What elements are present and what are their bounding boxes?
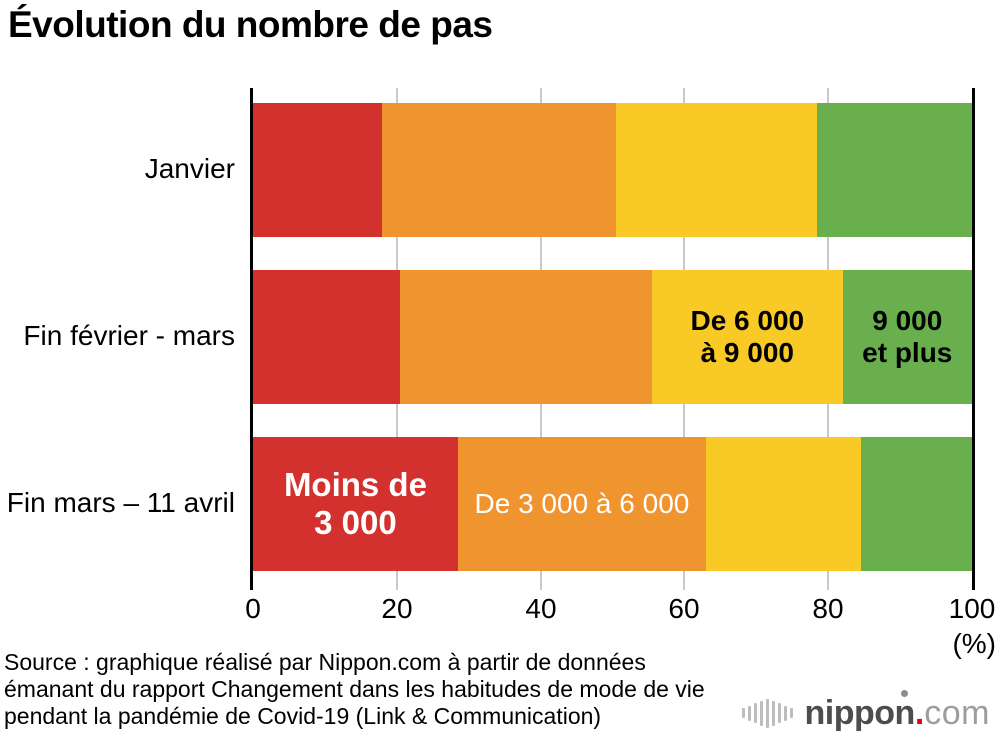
logo-top-dot — [900, 690, 908, 697]
axis-unit-label: (%) — [952, 628, 996, 659]
category-label-fevrier-mars: Fin février - mars — [23, 320, 235, 351]
logo-red-dot: . — [914, 694, 925, 732]
bar-segment-janvier-moins-3000 — [253, 103, 383, 237]
x-tick-label-40: 40 — [525, 593, 557, 624]
bar-segment-fevmars-3000-6000 — [400, 270, 653, 404]
segment-label-moins-3000: Moins de 3 000 — [283, 466, 427, 541]
x-tick-label-20: 20 — [381, 593, 413, 624]
bar-segment-fevmars-6000-9000: De 6 000 à 9 000 — [652, 270, 843, 404]
source-line-2: émanant du rapport Changement dans les h… — [4, 676, 705, 702]
bar-segment-marsavril-3000-6000: De 3 000 à 6 000 — [457, 437, 706, 571]
bar-segment-janvier-3000-6000 — [382, 103, 617, 237]
page-title: Évolution du nombre de pas — [8, 4, 493, 45]
bar-segment-fevmars-moins-3000 — [253, 270, 401, 404]
bar-segment-fevmars-9000-plus: 9 000 et plus — [842, 270, 972, 404]
bar-segment-janvier-6000-9000 — [616, 103, 818, 237]
logo-tld: com — [924, 694, 990, 732]
segment-label-3000-6000: De 3 000 à 6 000 — [474, 487, 690, 519]
bar-segment-marsavril-9000-plus — [860, 437, 972, 571]
x-tick-label-0: 0 — [245, 593, 261, 624]
bar-segment-marsavril-moins-3000: Moins de 3 000 — [253, 437, 458, 571]
soundwave-icon — [741, 698, 795, 728]
bar-row-fevrier-mars: De 6 000 à 9 000 9 000 et plus — [253, 270, 972, 404]
plot-area: De 6 000 à 9 000 9 000 et plus Moins de … — [250, 88, 975, 590]
bar-row-mars-avril: Moins de 3 000 De 3 000 à 6 000 — [253, 437, 972, 571]
bar-segment-janvier-9000-plus — [817, 103, 972, 237]
source-line-1: Source : graphique réalisé par Nippon.co… — [4, 649, 646, 675]
bar-segment-marsavril-6000-9000 — [705, 437, 861, 571]
source-text: Source : graphique réalisé par Nippon.co… — [4, 649, 705, 730]
x-tick-label-100: 100 — [948, 593, 996, 624]
source-line-3: pendant la pandémie de Covid-19 (Link & … — [4, 703, 602, 729]
bar-row-janvier — [253, 103, 972, 237]
segment-label-9000-plus: 9 000 et plus — [862, 304, 953, 368]
segment-label-6000-9000: De 6 000 à 9 000 — [690, 304, 805, 368]
category-label-mars-avril: Fin mars – 11 avril — [6, 487, 235, 518]
logo-text: nippon.com — [804, 690, 990, 732]
nippon-logo: nippon.com — [741, 690, 990, 734]
x-tick-label-80: 80 — [812, 593, 844, 624]
x-tick-label-60: 60 — [668, 593, 700, 624]
category-label-janvier: Janvier — [144, 153, 235, 184]
logo-brand: nippon — [804, 694, 916, 732]
